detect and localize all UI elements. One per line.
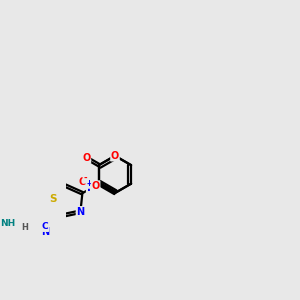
Text: N: N (41, 226, 50, 236)
Text: O: O (92, 181, 100, 191)
Text: N: N (87, 183, 95, 194)
Text: N: N (76, 207, 85, 217)
Text: O: O (111, 151, 119, 161)
Text: S: S (49, 194, 57, 205)
Text: O: O (82, 153, 91, 163)
Text: NH: NH (0, 219, 16, 228)
Text: O: O (79, 177, 87, 187)
Text: -: - (83, 174, 87, 183)
Text: H: H (22, 223, 28, 232)
Text: C: C (42, 222, 49, 231)
Text: +: + (85, 179, 92, 188)
